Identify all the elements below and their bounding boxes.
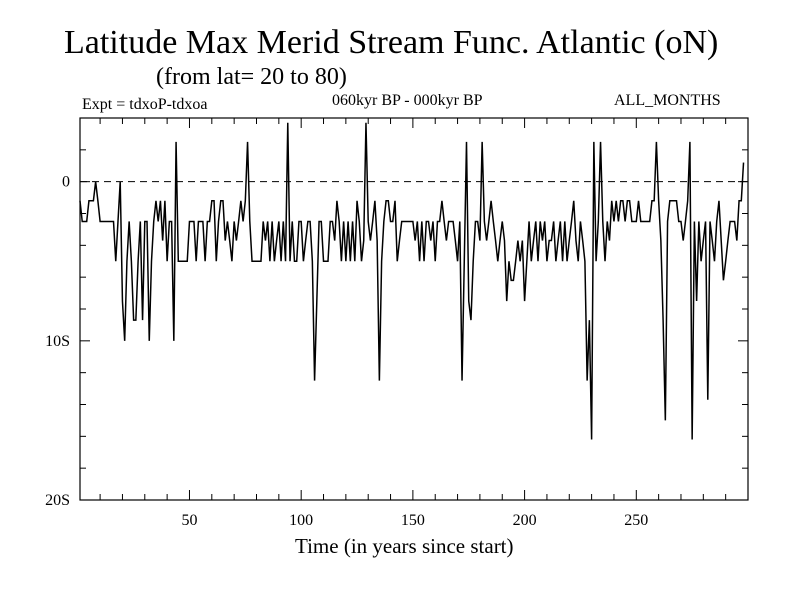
x-axis-label: Time (in years since start) — [295, 534, 514, 558]
y-tick-label: 0 — [62, 174, 70, 191]
y-tick-label: 10S — [45, 333, 70, 350]
y-tick-label: 20S — [45, 492, 70, 509]
period-label: 060kyr BP - 000kyr BP — [332, 92, 483, 109]
x-tick-label: 200 — [513, 512, 537, 529]
x-tick-label: 250 — [624, 512, 648, 529]
series-line — [79, 122, 745, 440]
x-tick-label: 150 — [401, 512, 425, 529]
chart-subtitle: (from lat= 20 to 80) — [156, 64, 347, 90]
plot-frame — [79, 117, 749, 501]
experiment-label: Expt = tdxoP-tdxoa — [82, 96, 208, 113]
months-label: ALL_MONTHS — [614, 92, 721, 109]
x-tick-label: 100 — [289, 512, 313, 529]
x-tick-label: 50 — [181, 512, 197, 529]
chart-title: Latitude Max Merid Stream Func. Atlantic… — [64, 24, 719, 61]
